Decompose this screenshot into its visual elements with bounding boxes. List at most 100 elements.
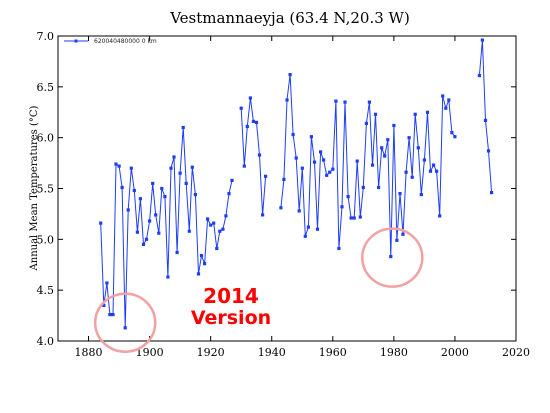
- data-point: [141, 242, 146, 246]
- data-point: [422, 158, 426, 162]
- data-point: [410, 175, 414, 179]
- data-point: [175, 250, 179, 255]
- series-line: [240, 97, 267, 215]
- y-tick-label: 7.0: [37, 30, 55, 43]
- data-point: [483, 118, 488, 122]
- data-point: [144, 237, 149, 241]
- data-point: [355, 159, 359, 163]
- data-point: [163, 195, 167, 199]
- x-tick-label: 1980: [380, 346, 408, 359]
- data-point: [169, 166, 173, 170]
- data-point: [166, 275, 170, 279]
- series-line: [280, 74, 456, 257]
- data-point: [364, 121, 368, 125]
- data-point: [212, 221, 216, 225]
- data-point: [389, 255, 393, 259]
- data-point: [425, 110, 430, 114]
- data-point: [264, 174, 268, 178]
- temperature-series: [99, 38, 494, 330]
- data-point: [209, 223, 213, 227]
- x-tick-label: 1900: [136, 346, 164, 359]
- data-point: [309, 135, 313, 139]
- data-point: [178, 171, 182, 175]
- y-tick-label: 4.5: [37, 284, 55, 297]
- data-point: [148, 219, 152, 223]
- data-point: [480, 38, 484, 42]
- data-point: [99, 221, 103, 225]
- highlight-circles: [93, 227, 424, 353]
- data-point: [184, 181, 188, 185]
- legend-entry: 620040480000 0 km: [94, 38, 157, 45]
- data-point: [349, 216, 353, 220]
- data-point: [291, 133, 295, 137]
- data-point: [248, 96, 252, 100]
- data-point: [404, 170, 408, 174]
- data-point: [215, 246, 219, 251]
- data-point: [151, 181, 155, 185]
- data-point: [120, 185, 124, 190]
- data-point: [346, 195, 350, 199]
- data-point: [242, 164, 246, 168]
- data-point: [114, 162, 118, 166]
- x-tick-label: 1920: [197, 346, 225, 359]
- axis-ticks: 1880 1900 1920 1940 1960 1980 2000 2020 4.0 4.5 5.…: [37, 30, 531, 359]
- y-tick-label: 6.0: [37, 132, 55, 145]
- data-point: [352, 216, 356, 220]
- data-point: [334, 99, 338, 103]
- y-tick-label: 6.5: [37, 81, 55, 94]
- data-point: [297, 209, 301, 213]
- data-point: [102, 303, 106, 307]
- data-point: [373, 112, 378, 116]
- data-point: [285, 98, 289, 102]
- data-point: [419, 193, 423, 197]
- data-point: [108, 313, 112, 317]
- data-point: [343, 100, 347, 104]
- data-point: [386, 138, 390, 142]
- x-tick-label: 1960: [319, 346, 347, 359]
- data-point: [123, 326, 127, 330]
- data-point: [199, 254, 204, 258]
- data-point: [486, 149, 491, 153]
- data-point: [196, 272, 201, 276]
- data-point: [230, 178, 234, 182]
- data-point: [303, 234, 307, 238]
- highlight-circle: [93, 292, 157, 353]
- data-point: [377, 185, 381, 190]
- data-point: [331, 167, 335, 171]
- data-point: [221, 227, 225, 231]
- data-point: [315, 227, 320, 231]
- data-point: [383, 154, 387, 158]
- series-line: [478, 40, 493, 193]
- y-axis-label: Annual Mean Temperatures (°C): [29, 105, 40, 271]
- x-tick-label: 1880: [75, 346, 103, 359]
- data-point: [358, 215, 362, 219]
- data-point: [193, 193, 197, 197]
- data-point: [111, 313, 115, 317]
- data-point: [154, 213, 158, 217]
- data-point: [398, 192, 402, 196]
- data-point: [490, 191, 494, 195]
- data-point: [224, 214, 228, 218]
- data-point: [239, 106, 243, 110]
- data-point: [319, 150, 323, 154]
- data-point: [407, 136, 411, 140]
- annotation-version: Version: [191, 307, 271, 329]
- data-point: [416, 146, 420, 150]
- data-point: [132, 188, 136, 193]
- data-point: [435, 169, 439, 173]
- data-point: [203, 262, 207, 266]
- y-tick-label: 5.0: [37, 233, 55, 246]
- data-point: [432, 163, 436, 167]
- data-point: [227, 192, 231, 196]
- data-point: [138, 197, 142, 201]
- annotation-2014: 2014: [203, 284, 259, 308]
- data-point: [450, 131, 454, 135]
- data-point: [218, 229, 222, 233]
- data-point: [206, 217, 210, 221]
- data-point: [288, 73, 292, 77]
- legend: 620040480000 0 km: [64, 38, 157, 45]
- data-point: [328, 170, 332, 174]
- data-point: [294, 156, 298, 160]
- data-point: [245, 124, 249, 129]
- data-point: [340, 205, 344, 209]
